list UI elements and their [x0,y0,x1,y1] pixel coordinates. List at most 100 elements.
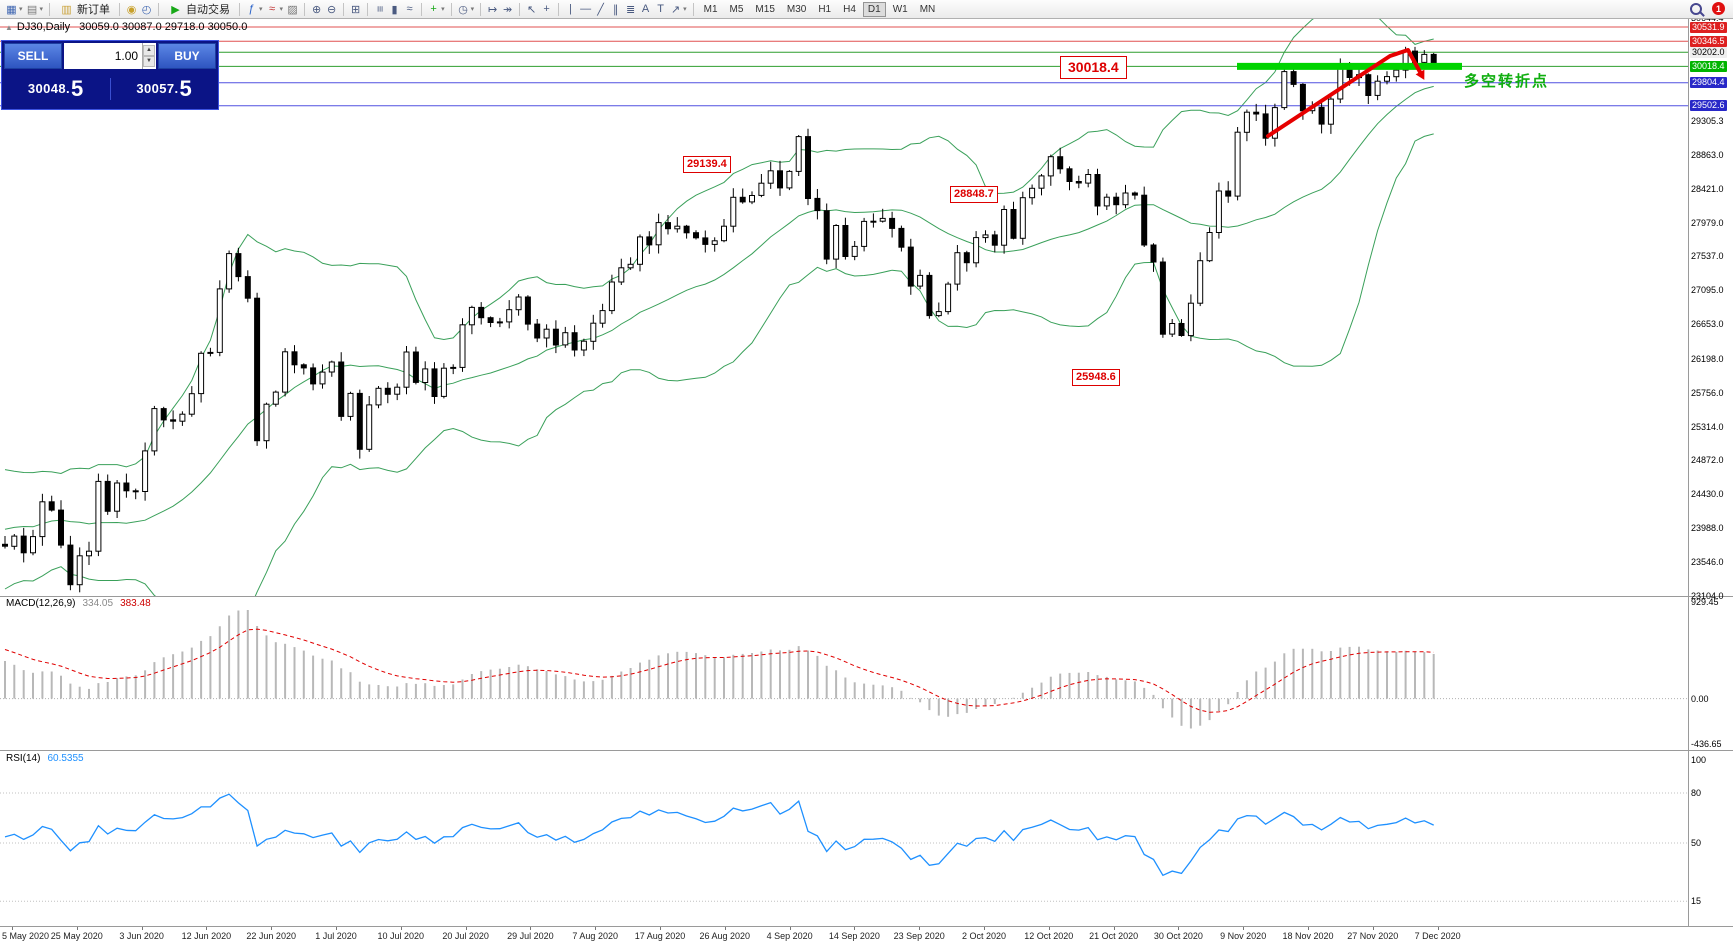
timeframe-h4[interactable]: H4 [843,3,856,15]
history-center-icon[interactable]: ◴ [141,3,152,16]
macd-axis-tick: -436.65 [1691,739,1722,749]
indicator-window-icon[interactable]: ≈ [269,3,276,15]
search-icon[interactable] [1690,2,1702,15]
indicators-icon[interactable]: ƒ [248,3,255,15]
timeframe-d1[interactable]: D1 [862,1,886,17]
macd-panel[interactable] [0,597,1688,749]
date-label: 17 Aug 2020 [634,931,686,941]
chart-profiles-icon-caret[interactable]: ▾ [39,6,44,13]
new-order-button[interactable]: ▥ 新订单 [54,1,115,17]
timeframe-m1[interactable]: M1 [703,3,718,15]
bollinger-lower-band [4,133,1434,596]
zoom-in-icon[interactable]: ⊕ [311,3,322,16]
auto-scroll-icon[interactable]: ↠ [502,3,513,16]
cursor-icon[interactable]: ↖ [526,3,537,16]
zoom-out-icon[interactable]: ⊖ [326,3,337,16]
arrows-tool-icon-caret[interactable]: ▾ [683,6,687,13]
time-axis-tick [1437,927,1439,930]
new-chart-icon[interactable]: ▦ [6,3,17,16]
auto-trading-button-label: 自动交易 [186,4,231,16]
candle-body [1047,156,1054,177]
candle-body [945,283,952,313]
toolbar-separator [49,2,51,16]
crosshair-icon[interactable]: + [543,3,550,15]
indicator-window-icon-caret[interactable]: ▾ [279,6,284,13]
time-axis-tick [595,927,597,930]
chart-shift-icon[interactable]: ↦ [487,3,498,16]
text-tool-icon[interactable]: A [641,3,650,15]
candle-body [917,274,924,287]
periodicity-icon[interactable]: ◷ [458,3,468,16]
timeframe-h1[interactable]: H1 [818,3,832,15]
date-label: 25 May 2020 [50,931,103,941]
candle-body [1281,71,1288,109]
tile-windows-icon[interactable]: ⊞ [350,3,361,16]
timeframe-m5[interactable]: M5 [729,3,744,15]
candle-body [963,252,970,264]
price-axis[interactable]: 30644.429305.328863.028421.027979.027537… [1689,0,1733,944]
indicators-icon-caret[interactable]: ▾ [259,6,263,13]
arrows-tool-icon[interactable]: ↗ [670,3,681,16]
separator-rsi-timeaxis [0,926,1733,927]
candle-body [543,328,550,339]
channel-icon[interactable]: ∥ [612,3,619,16]
auto-trading-button[interactable]: ▶ 自动交易 [163,1,235,17]
candle-body [861,220,868,247]
template-icon[interactable]: ▨ [287,3,298,16]
candle-body [244,276,251,299]
candle-body [786,170,793,189]
sell-price-big-digit: 5 [71,76,84,101]
rsi-panel[interactable] [0,751,1688,925]
horizontal-line-icon[interactable]: — [580,3,592,15]
trendline-icon[interactable]: ╱ [597,3,604,16]
candle-body [282,351,289,393]
notification-badge[interactable]: 1 [1712,2,1725,15]
chart-profiles-icon[interactable]: ▤ [26,3,38,16]
date-label: 20 Jul 2020 [442,931,489,941]
volume-field[interactable]: 1.00 ▲ ▼ [64,43,156,69]
periodicity-icon-caret[interactable]: ▾ [470,6,475,13]
candlestick-chart-icon[interactable]: ▮ [391,3,398,16]
time-axis-tick [465,927,467,930]
candlestick-chart[interactable] [0,18,1688,596]
date-label: 21 Oct 2020 [1089,931,1139,941]
price-axis-border [1688,18,1689,926]
candle-body [870,220,877,223]
timeframe-m15[interactable]: M15 [755,3,775,15]
add-object-icon[interactable]: + [430,3,437,15]
timeframe-w1[interactable]: W1 [892,3,908,15]
text-label-icon[interactable]: T [657,3,664,15]
candle-body [1001,209,1008,246]
macd-main-value: 334.05 [82,598,114,609]
sell-button[interactable]: SELL [4,43,62,69]
candle-body [1122,192,1129,206]
vertical-line-icon[interactable]: | [569,3,573,15]
date-label: 18 Nov 2020 [1282,931,1334,941]
bar-chart-icon[interactable]: ≡ [373,5,386,13]
macd-label: MACD(12,26,9) [6,598,76,609]
date-label: 27 Nov 2020 [1347,931,1399,941]
candle-body [459,324,466,368]
alerts-icon[interactable]: ◉ [126,3,137,16]
volume-up-icon[interactable]: ▲ [143,45,155,56]
time-axis[interactable]: 5 May 2020 25 May 2020 3 Jun 2020 12 Jun 20… [0,927,1688,944]
price-axis-tick: 23988.0 [1691,523,1724,533]
one-click-collapse-icon[interactable]: ▲ [5,23,13,32]
candle-body [851,245,858,257]
price-level-tag: 30346.5 [1690,35,1727,47]
buy-button[interactable]: BUY [158,43,216,69]
time-axis-tick [271,927,273,930]
time-axis-tick [141,927,143,930]
new-chart-icon-caret[interactable]: ▾ [19,6,23,13]
fibonacci-icon[interactable]: ≣ [625,3,636,16]
candle-body [86,550,92,557]
timeframe-mn[interactable]: MN [919,3,936,15]
timeframe-m30[interactable]: M30 [786,3,807,15]
date-label: 2 Oct 2020 [961,931,1007,941]
add-object-icon-caret[interactable]: ▾ [441,6,445,13]
candle-body [123,482,130,492]
candle-body [739,196,746,203]
volume-down-icon[interactable]: ▼ [143,56,155,67]
date-label: 5 May 2020 [2,931,50,941]
line-chart-icon[interactable]: ≈ [406,3,413,15]
